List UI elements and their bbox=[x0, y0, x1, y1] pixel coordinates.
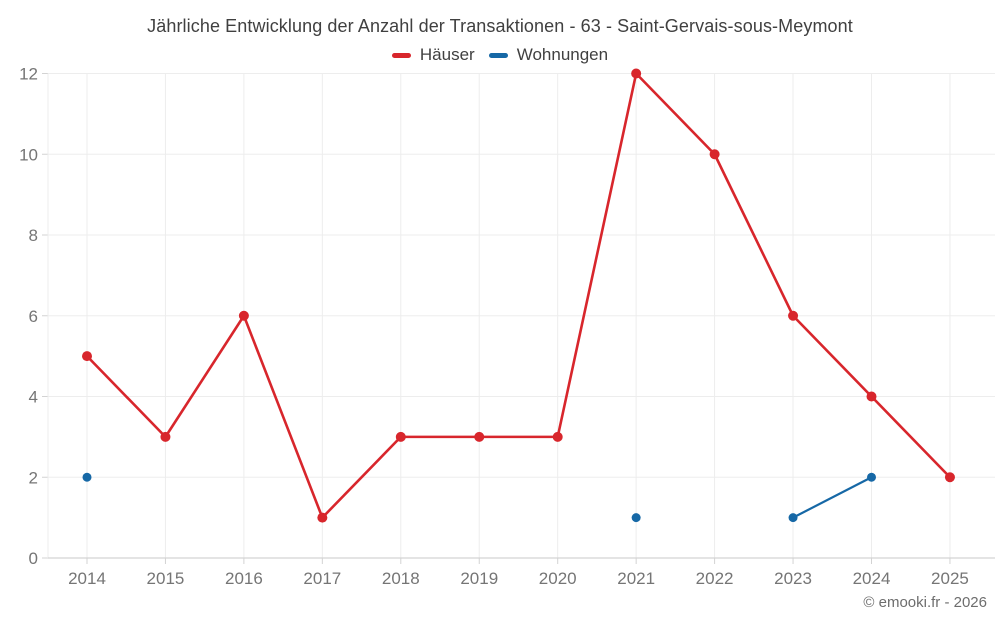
x-tick-label: 2021 bbox=[617, 569, 655, 588]
data-point-hauser bbox=[474, 431, 485, 442]
y-tick-label: 12 bbox=[19, 65, 38, 84]
x-tick-label: 2025 bbox=[931, 569, 969, 588]
chart-title: Jährliche Entwicklung der Anzahl der Tra… bbox=[147, 16, 853, 36]
data-point-hauser bbox=[317, 512, 328, 523]
data-point-hauser bbox=[944, 472, 955, 483]
x-tick-label: 2017 bbox=[303, 569, 341, 588]
hauser-series-swatch-icon bbox=[391, 52, 411, 58]
data-point-hauser bbox=[788, 310, 799, 321]
data-point-hauser bbox=[395, 431, 406, 442]
copyright-credit: © emooki.fr - 2026 bbox=[863, 594, 987, 611]
y-tick-label: 6 bbox=[29, 307, 38, 326]
data-point-wohnungen bbox=[867, 472, 876, 482]
x-tick-label: 2024 bbox=[853, 569, 891, 588]
data-point-hauser bbox=[709, 149, 720, 160]
y-tick-label: 10 bbox=[19, 145, 38, 164]
data-point-hauser bbox=[631, 68, 642, 79]
data-point-hauser bbox=[82, 351, 92, 362]
x-tick-label: 2020 bbox=[539, 569, 577, 588]
legend-item-hauser[interactable]: Häuser bbox=[391, 45, 475, 65]
data-point-wohnungen bbox=[82, 472, 92, 482]
y-tick-label: 0 bbox=[29, 549, 38, 568]
y-tick-label: 2 bbox=[29, 468, 38, 487]
series-hauser-line bbox=[85, 72, 952, 519]
y-tick-label: 8 bbox=[29, 226, 38, 245]
chart-legend: Häuser Wohnungen bbox=[0, 45, 1000, 65]
x-tick-label: 2023 bbox=[774, 569, 812, 588]
data-point-hauser bbox=[866, 391, 877, 402]
x-tick-label: 2018 bbox=[382, 569, 420, 588]
x-tick-label: 2016 bbox=[225, 569, 263, 588]
data-point-hauser bbox=[552, 431, 563, 442]
data-point-wohnungen bbox=[631, 513, 641, 523]
series-wohnungen-line bbox=[791, 476, 873, 519]
data-point-hauser bbox=[160, 431, 171, 442]
data-point-hauser bbox=[238, 310, 249, 321]
x-tick-label: 2019 bbox=[460, 569, 498, 588]
wohnungen-series-swatch-icon bbox=[488, 52, 508, 58]
legend-label-hauser: Häuser bbox=[419, 45, 475, 64]
y-tick-label: 4 bbox=[29, 388, 38, 407]
x-tick-label: 2022 bbox=[696, 569, 734, 588]
x-tick-label: 2014 bbox=[68, 569, 106, 588]
legend-item-wohnungen[interactable]: Wohnungen bbox=[488, 45, 609, 65]
x-tick-label: 2015 bbox=[147, 569, 185, 588]
data-point-wohnungen bbox=[788, 513, 798, 523]
legend-label-wohnungen: Wohnungen bbox=[516, 45, 609, 64]
